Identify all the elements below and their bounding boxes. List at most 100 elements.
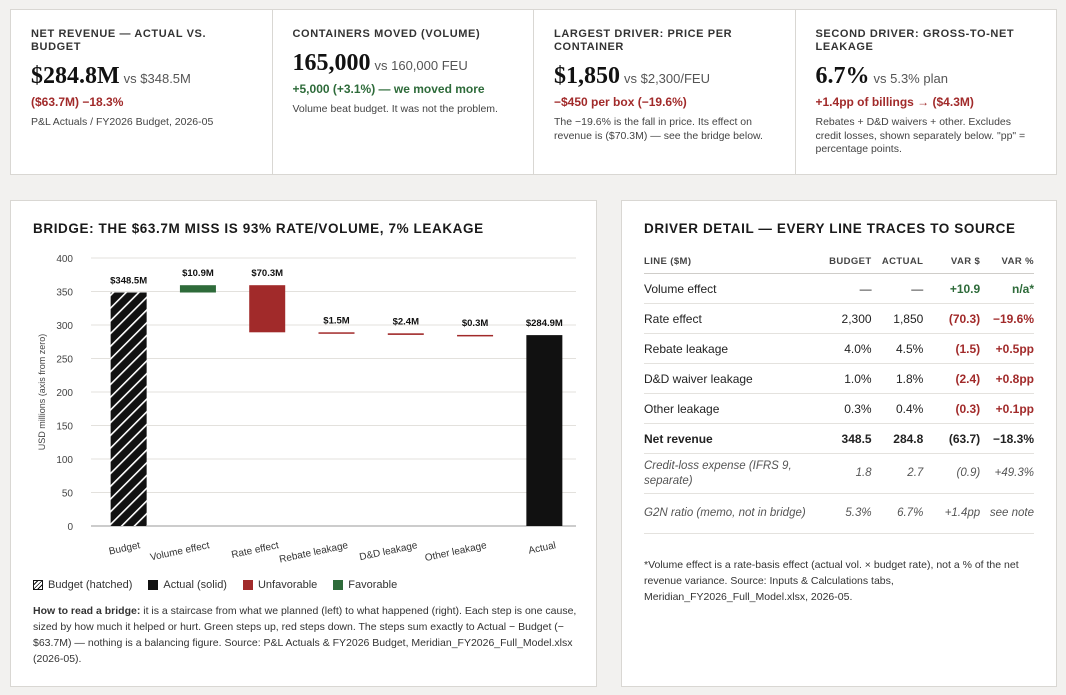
bar-other-leakage — [457, 334, 494, 337]
column-header: Budget — [819, 251, 872, 274]
kpi-card-price: Largest driver: price per container $1,8… — [534, 10, 796, 174]
driver-table: Line ($M) Budget Actual Var $ Var % Volu… — [644, 251, 1034, 534]
how-to-read-note: How to read a bridge: it is a staircase … — [33, 603, 581, 667]
bar-volume-effect — [179, 285, 216, 293]
y-tick-label: 150 — [56, 422, 73, 433]
cell-budget: 5.3% — [819, 493, 872, 534]
table-footnote: *Volume effect is a rate-basis effect (a… — [644, 559, 1019, 603]
legend-label: Favorable — [348, 579, 398, 591]
data-label: $10.9M — [182, 268, 214, 279]
table-row: Rebate leakage 4.0% 4.5% (1.5) +0.5pp — [644, 333, 1034, 364]
cell-variance-pct: +49.3% — [980, 453, 1034, 494]
bar-rebate-leakage — [318, 332, 355, 334]
x-tick-label: D&D leakage — [358, 540, 418, 563]
cell-variance: (2.4) — [923, 363, 981, 394]
data-label: $70.3M — [251, 268, 283, 279]
cell-line: Credit-loss expense (IFRS 9, separate) — [644, 453, 820, 494]
column-header: Line ($M) — [644, 251, 820, 274]
cell-budget: 1.8 — [819, 453, 872, 494]
kpi-note: P&L Actuals / FY2026 Budget, 2026-05 — [31, 116, 214, 128]
legend-item-actual: Actual (solid) — [148, 579, 227, 591]
cell-variance-pct: +0.5pp — [980, 333, 1034, 364]
data-label: $2.4M — [393, 316, 419, 327]
driver-detail-panel: Driver detail — every line traces to sou… — [621, 200, 1057, 687]
y-tick-label: 350 — [56, 288, 73, 299]
y-tick-label: 200 — [56, 388, 73, 399]
legend-item-favorable: Favorable — [333, 579, 397, 591]
kpi-delta: −$450 per box (−19.6%) — [554, 95, 687, 109]
cell-budget: 1.0% — [819, 363, 872, 394]
cell-variance: (0.9) — [923, 453, 981, 494]
legend-label: Budget (hatched) — [48, 579, 133, 591]
x-tick-label: Other leakage — [424, 540, 488, 564]
x-tick-label: Budget — [108, 540, 142, 557]
cell-variance-pct: +0.1pp — [980, 393, 1034, 424]
table-row: D&D waiver leakage 1.0% 1.8% (2.4) +0.8pp — [644, 363, 1034, 394]
data-label: $284.9M — [526, 318, 563, 329]
column-header: Actual — [871, 251, 924, 274]
bar-rate-effect — [249, 285, 286, 333]
data-label: $1.5M — [323, 315, 349, 326]
cell-budget: 2,300 — [819, 303, 872, 334]
legend-swatch-red — [242, 580, 253, 590]
kpi-card-net-revenue: Net revenue — actual vs. budget $284.8M v… — [11, 10, 273, 174]
kpi-comparison: vs $2,300/FEU — [624, 71, 710, 86]
table-row: Net revenue 348.5 284.8 (63.7) −18.3% — [644, 423, 1034, 454]
kpi-label: Containers moved (volume) — [292, 28, 481, 40]
cell-variance: (1.5) — [923, 333, 981, 364]
y-axis-label: USD millions (axis from zero) — [37, 334, 47, 451]
kpi-value: 6.7% — [815, 63, 870, 89]
cell-budget: 0.3% — [819, 393, 872, 424]
column-header: Var % — [980, 251, 1034, 274]
legend-label: Actual (solid) — [163, 579, 227, 591]
cell-actual: 0.4% — [871, 393, 924, 424]
chart-legend: Budget (hatched) Actual (solid) Unfavora… — [33, 579, 397, 591]
cell-budget: — — [819, 273, 872, 304]
cell-actual: 2.7 — [871, 453, 924, 494]
bridge-title: Bridge: the $63.7M miss is 93% rate/volu… — [33, 221, 484, 236]
cell-actual: 1,850 — [871, 303, 924, 334]
kpi-note: Volume beat budget. It was not the probl… — [292, 103, 498, 115]
how-to-read-text: it is a staircase from what we planned (… — [33, 605, 577, 665]
legend-swatch-solid — [148, 580, 159, 590]
cell-budget: 348.5 — [819, 423, 872, 454]
kpi-card-volume: Containers moved (volume) 165,000 vs 160,… — [273, 10, 534, 174]
cell-line: Other leakage — [644, 393, 820, 424]
cell-line: Net revenue — [644, 423, 820, 454]
kpi-value: $284.8M — [31, 63, 120, 89]
y-tick-label: 400 — [56, 254, 73, 265]
kpi-comparison: vs 160,000 FEU — [374, 58, 468, 73]
column-header: Var $ — [923, 251, 981, 274]
kpi-note: Rebates + D&D waivers + other. Excludes … — [815, 116, 1026, 155]
y-tick-label: 0 — [67, 522, 73, 533]
kpi-label: Largest driver: price per container — [554, 28, 733, 53]
waterfall-chart: 0 50 100 150 200 250 300 350 400 USD millions (ax… — [37, 254, 576, 566]
data-label: $0.3M — [462, 318, 488, 329]
kpi-comparison: vs $348.5M — [123, 71, 191, 86]
table-row: Volume effect — — +10.9 n/a* — [644, 273, 1034, 304]
cell-line: D&D waiver leakage — [644, 363, 820, 394]
kpi-note: The −19.6% is the fall in price. Its eff… — [554, 116, 763, 142]
legend-label: Unfavorable — [257, 579, 318, 591]
cell-variance-pct: +0.8pp — [980, 363, 1034, 394]
cell-variance: (0.3) — [923, 393, 981, 424]
table-row: Other leakage 0.3% 0.4% (0.3) +0.1pp — [644, 393, 1034, 424]
table-header-row: Line ($M) Budget Actual Var $ Var % — [644, 251, 1034, 274]
kpi-strip: Net revenue — actual vs. budget $284.8M v… — [10, 9, 1057, 175]
table-row: Credit-loss expense (IFRS 9, separate) 1.… — [644, 453, 1034, 494]
detail-title: Driver detail — every line traces to sou… — [644, 221, 1016, 236]
cell-variance: (63.7) — [923, 423, 981, 454]
cell-actual: 4.5% — [871, 333, 924, 364]
y-tick-label: 250 — [56, 355, 73, 366]
cell-variance-pct: see note — [980, 493, 1034, 534]
kpi-delta: ($63.7M) −18.3% — [31, 95, 124, 109]
how-to-read-lead: How to read a bridge: — [33, 605, 141, 617]
bar-d-d-leakage — [387, 333, 424, 335]
cell-budget: 4.0% — [819, 333, 872, 364]
cell-variance-pct: −19.6% — [980, 303, 1034, 334]
x-tick-label: Volume effect — [149, 540, 211, 563]
kpi-card-leakage: Second driver: gross-to-net leakage 6.7%… — [796, 10, 1057, 174]
y-tick-label: 100 — [56, 455, 73, 466]
legend-item-budget: Budget (hatched) — [33, 579, 132, 591]
legend-swatch-green — [333, 580, 344, 590]
